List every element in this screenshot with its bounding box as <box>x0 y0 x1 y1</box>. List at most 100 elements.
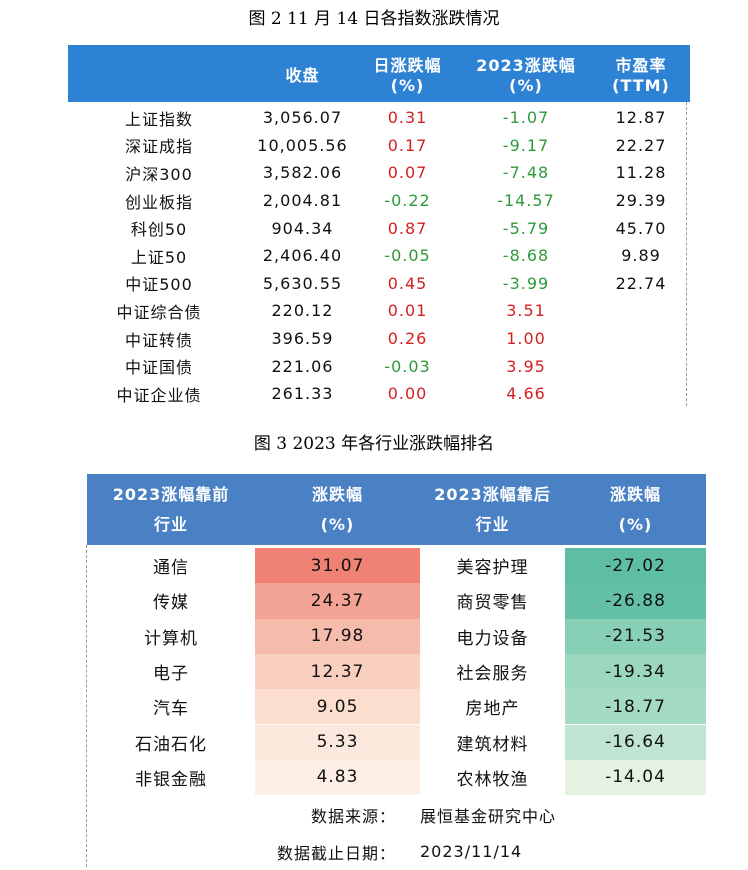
table-cell: -21.53 <box>565 618 706 654</box>
cell-text: 904.34 <box>271 218 334 238</box>
table-cell: 0.00 <box>355 380 460 408</box>
table-cell: -5.79 <box>460 214 592 242</box>
table-cell: -0.05 <box>355 242 460 270</box>
table-cell: 农林牧渔 <box>420 759 565 796</box>
cell-text: 12.37 <box>310 661 365 682</box>
cell-text: 石油石化 <box>135 734 207 755</box>
table-cell: 3,056.07 <box>250 104 355 132</box>
table-cell: -14.04 <box>565 759 706 796</box>
table-cell: 上证指数 <box>68 104 250 132</box>
table-cell: 45.70 <box>592 214 690 242</box>
cell-text: -1.07 <box>502 108 550 128</box>
cell-text: 261.33 <box>271 384 334 404</box>
table-left-border <box>86 545 88 867</box>
cell-text: 4.83 <box>316 767 359 788</box>
header-cell: 2023涨幅靠前 行业 <box>87 474 255 545</box>
cell-text: -21.53 <box>605 626 666 647</box>
cell-text: -16.64 <box>605 732 666 753</box>
table-cell: 0.07 <box>355 159 460 187</box>
cell-text: 10,005.56 <box>257 135 348 155</box>
table-cell: 深证成指 <box>68 132 250 160</box>
footer-cell: 数据截止日期： <box>87 833 420 870</box>
table-cell: 220.12 <box>250 297 355 325</box>
cell-text: -19.34 <box>605 661 666 682</box>
cell-text: 电力设备 <box>456 628 529 649</box>
table-cell: 沪深300 <box>68 159 250 187</box>
table-cell: 2,004.81 <box>250 187 355 215</box>
table-cell: 396.59 <box>250 325 355 353</box>
cell-text: 非银金融 <box>135 769 207 790</box>
cell-text: -26.88 <box>605 590 666 611</box>
cell-text: 2,406.40 <box>262 246 343 266</box>
cell-text: 计算机 <box>144 628 198 649</box>
table-cell: 创业板指 <box>68 187 250 215</box>
header-cell: 收盘 <box>250 45 355 102</box>
table-cell: 9.89 <box>592 242 690 270</box>
cell-text: 45.70 <box>615 218 667 238</box>
table-cell: 上证50 <box>68 242 250 270</box>
table-cell: 中证国债 <box>68 352 250 380</box>
table-cell: 0.45 <box>355 270 460 298</box>
cell-text: 深证成指 <box>124 137 193 157</box>
table-cell: 3.95 <box>460 352 592 380</box>
header-text: (%) <box>320 514 355 534</box>
cell-text: 9.05 <box>316 696 359 717</box>
table-cell: -19.34 <box>565 653 706 690</box>
table-cell: -0.22 <box>355 187 460 215</box>
header-text: 日涨跌幅 <box>373 56 442 75</box>
cell-text: -8.68 <box>502 246 550 266</box>
cell-text: 220.12 <box>271 301 334 321</box>
table-cell: 3.51 <box>460 297 592 325</box>
table-cell: 24.37 <box>255 583 420 619</box>
header-cell: 2023涨幅靠后 行业 <box>420 474 565 545</box>
cell-text: 中证500 <box>125 275 193 295</box>
table-cell: 17.98 <box>255 618 420 654</box>
table-cell: 22.74 <box>592 270 690 298</box>
table-cell: 中证综合债 <box>68 297 250 325</box>
cell-text: 商贸零售 <box>456 593 529 614</box>
table-cell: 非银金融 <box>87 759 255 796</box>
table-cell: 22.27 <box>592 132 690 160</box>
cell-text: 通信 <box>153 558 189 579</box>
figure-caption: 图 2 11 月 14 日各指数涨跌情况 <box>248 9 500 29</box>
cell-text: 396.59 <box>271 329 334 349</box>
table-cell: 5.33 <box>255 724 420 760</box>
cell-text: 5,630.55 <box>262 273 343 293</box>
cell-text: 中证转债 <box>124 330 193 350</box>
header-cell: 2023涨跌幅 (%) <box>460 45 592 102</box>
table-cell: 汽车 <box>87 689 255 725</box>
cell-text: 3.51 <box>506 301 546 321</box>
cell-text: 房地产 <box>465 699 520 720</box>
table-cell: -18.77 <box>565 689 706 725</box>
table-right-border <box>686 102 688 406</box>
footer-value: 展恒基金研究中心 <box>420 806 557 826</box>
table-cell: 中证企业债 <box>68 380 250 408</box>
table-cell: 904.34 <box>250 214 355 242</box>
header-text: 涨跌幅 <box>609 484 661 504</box>
table-cell: 4.83 <box>255 759 420 796</box>
cell-text: 3,582.06 <box>262 163 343 183</box>
table-cell: 商贸零售 <box>420 583 565 619</box>
footer-cell: 2023/11/14 <box>420 833 620 870</box>
cell-text: -0.22 <box>384 191 431 211</box>
table-cell: 电子 <box>87 653 255 690</box>
header-cell: 涨跌幅 (%) <box>565 474 706 545</box>
header-text: (%) <box>618 514 653 534</box>
table-cell: -26.88 <box>565 583 706 619</box>
header-row <box>87 474 706 545</box>
cell-text: -5.79 <box>502 218 550 238</box>
table-cell: 传媒 <box>87 583 255 619</box>
table-cell: 5,630.55 <box>250 270 355 298</box>
cell-text: 22.27 <box>615 135 667 155</box>
cell-text: 上证50 <box>130 247 188 267</box>
cell-text: -18.77 <box>605 696 666 717</box>
cell-text: 科创50 <box>130 220 188 240</box>
cell-text: 传媒 <box>153 593 189 614</box>
cell-text: -0.03 <box>384 356 431 376</box>
table-cell: 中证转债 <box>68 325 250 353</box>
table-cell: 建筑材料 <box>420 724 565 760</box>
table-cell: 0.17 <box>355 132 460 160</box>
header-text: 行业 <box>475 514 510 534</box>
cell-text: 12.87 <box>615 108 667 128</box>
cell-text: 31.07 <box>310 555 365 576</box>
